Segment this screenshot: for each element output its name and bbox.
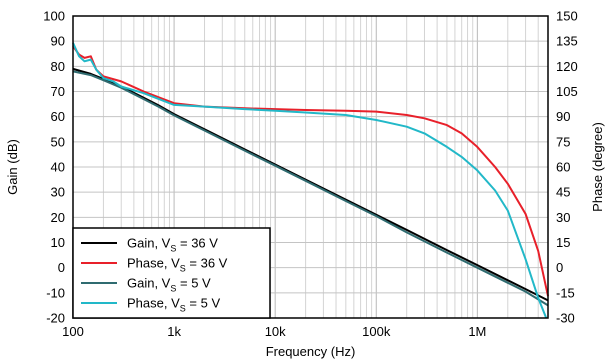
- plot-frame: [72, 15, 549, 319]
- series-line-3: [72, 70, 549, 307]
- y-left-tick-label: 30: [51, 185, 65, 200]
- legend-label-main: Gain, V: [127, 236, 171, 251]
- y-right-tick-label: 45: [556, 185, 570, 200]
- x-axis-ticks: 100 1k 10k 100k 1M: [62, 324, 486, 339]
- y-right-tick-label: -30: [556, 311, 575, 326]
- y-left-tick-label: 40: [51, 160, 65, 175]
- legend-label-tail: = 5 V: [186, 296, 221, 311]
- y-right-tick-label: 60: [556, 160, 570, 175]
- legend-label-tail: = 36 V: [186, 256, 228, 271]
- y-axis-left-title: Gain (dB): [5, 139, 20, 195]
- y-right-tick-label: -15: [556, 285, 575, 300]
- y-left-tick-label: 90: [51, 34, 65, 49]
- legend-label: Gain, VS = 36 V: [127, 236, 218, 254]
- legend-label-subscript: S: [180, 264, 186, 274]
- legend-label-main: Gain, V: [127, 276, 171, 291]
- legend-label: Phase, VS = 5 V: [127, 296, 220, 314]
- y-left-tick-label: 80: [51, 59, 65, 74]
- y-right-tick-label: 75: [556, 134, 570, 149]
- y-right-tick-label: 90: [556, 109, 570, 124]
- y-right-tick-label: 150: [556, 9, 578, 24]
- legend-label-subscript: S: [180, 304, 186, 314]
- x-tick-label: 100k: [362, 324, 391, 339]
- y-right-tick-label: 30: [556, 210, 570, 225]
- x-tick-label: 1M: [468, 324, 486, 339]
- legend-label-main: Phase, V: [127, 256, 180, 271]
- y-axis-right-title: Phase (degree): [590, 122, 605, 212]
- legend-label-subscript: S: [170, 284, 176, 294]
- y-left-tick-label: 10: [51, 235, 65, 250]
- y-right-tick-label: 120: [556, 59, 578, 74]
- x-tick-label: 100: [62, 324, 84, 339]
- legend-label-tail: = 36 V: [176, 236, 218, 251]
- y-left-tick-label: 100: [43, 9, 65, 24]
- y-left-tick-label: 0: [58, 260, 65, 275]
- legend-label: Gain, VS = 5 V: [127, 276, 211, 294]
- y-left-tick-label: -20: [46, 311, 65, 326]
- x-tick-label: 1k: [167, 324, 181, 339]
- y-left-tick-label: 20: [51, 210, 65, 225]
- legend-label-main: Phase, V: [127, 296, 180, 311]
- legend-label: Phase, VS = 36 V: [127, 256, 228, 274]
- y-right-tick-label: 135: [556, 34, 578, 49]
- y-left-tick-label: 70: [51, 84, 65, 99]
- legend-label-tail: = 5 V: [176, 276, 211, 291]
- x-axis-title: Frequency (Hz): [266, 344, 356, 359]
- series-lines: [72, 42, 549, 319]
- y-right-tick-label: 0: [556, 260, 563, 275]
- y-left-tick-label: -10: [46, 285, 65, 300]
- legend-label-subscript: S: [170, 244, 176, 254]
- y-right-tick-label: 105: [556, 84, 578, 99]
- y-left-tick-label: 60: [51, 109, 65, 124]
- y-right-tick-label: 15: [556, 235, 570, 250]
- x-tick-label: 10k: [265, 324, 286, 339]
- y-left-tick-label: 50: [51, 134, 65, 149]
- series-line-4: [72, 42, 548, 319]
